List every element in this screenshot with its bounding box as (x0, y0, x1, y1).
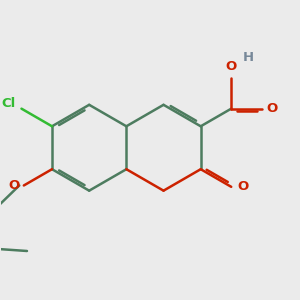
Text: Cl: Cl (2, 97, 16, 110)
Text: O: O (226, 60, 237, 73)
Text: H: H (243, 51, 254, 64)
Text: O: O (266, 102, 278, 115)
Text: O: O (237, 180, 248, 193)
Text: O: O (8, 179, 20, 192)
